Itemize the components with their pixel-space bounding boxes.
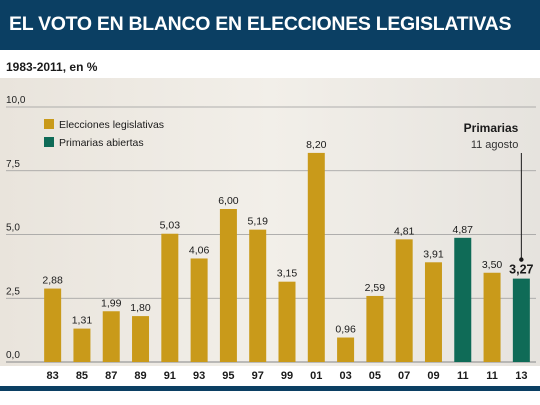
annotation-subtitle: 11 agosto bbox=[471, 139, 519, 151]
x-tick-label: 13 bbox=[515, 370, 527, 382]
x-tick-label: 83 bbox=[47, 370, 59, 382]
data-label: 6,00 bbox=[218, 195, 239, 207]
data-label: 4,81 bbox=[394, 225, 415, 237]
bar-legislativas bbox=[102, 311, 120, 362]
y-tick-label: 2,5 bbox=[6, 286, 20, 297]
annotation-dot bbox=[519, 257, 524, 262]
bar-legislativas bbox=[73, 328, 91, 362]
data-label: 1,80 bbox=[130, 302, 151, 314]
data-label: 1,99 bbox=[101, 297, 122, 309]
data-label: 0,96 bbox=[335, 324, 356, 336]
bar-legislativas bbox=[132, 316, 150, 362]
bar-primarias bbox=[512, 278, 530, 362]
bar-legislativas bbox=[278, 281, 296, 362]
y-tick-label: 0,0 bbox=[6, 350, 20, 361]
chart-subtitle: 1983-2011, en % bbox=[6, 60, 98, 74]
bar-legislativas bbox=[219, 209, 237, 362]
annotation-title: Primarias bbox=[464, 121, 519, 135]
x-tick-label: 05 bbox=[369, 370, 381, 382]
x-tick-label: 91 bbox=[164, 370, 176, 382]
bar-legislativas bbox=[161, 233, 179, 362]
bar-primarias bbox=[454, 237, 472, 362]
y-tick-label: 7,5 bbox=[6, 159, 20, 170]
x-tick-label: 03 bbox=[339, 370, 351, 382]
data-label: 3,27 bbox=[509, 263, 533, 277]
bar-legislativas bbox=[337, 337, 355, 362]
data-label: 1,31 bbox=[72, 315, 93, 327]
bottom-rule bbox=[0, 386, 540, 391]
data-label: 3,91 bbox=[423, 248, 444, 260]
legend-label-primarias: Primarias abiertas bbox=[59, 137, 144, 149]
y-tick-label: 10,0 bbox=[6, 95, 26, 106]
bar-legislativas bbox=[366, 295, 384, 362]
x-tick-label: 99 bbox=[281, 370, 293, 382]
data-label: 4,87 bbox=[453, 224, 474, 236]
x-axis-band bbox=[0, 366, 540, 382]
bar-legislativas bbox=[307, 152, 325, 362]
x-tick-label: 93 bbox=[193, 370, 205, 382]
chart-title: EL VOTO EN BLANCO EN ELECCIONES LEGISLAT… bbox=[9, 13, 512, 35]
data-label: 5,19 bbox=[247, 216, 268, 228]
x-tick-label: 01 bbox=[310, 370, 322, 382]
x-tick-label: 07 bbox=[398, 370, 410, 382]
data-label: 8,20 bbox=[306, 139, 327, 151]
data-label: 3,15 bbox=[277, 268, 298, 280]
x-tick-label: 97 bbox=[252, 370, 264, 382]
x-tick-label: 11 bbox=[457, 370, 469, 382]
bar-legislativas bbox=[424, 262, 442, 362]
data-label: 3,50 bbox=[482, 259, 503, 271]
legend-swatch-primarias bbox=[44, 137, 54, 147]
bar-legislativas bbox=[44, 288, 62, 362]
title-bar: EL VOTO EN BLANCO EN ELECCIONES LEGISLAT… bbox=[0, 0, 540, 50]
x-tick-label: 87 bbox=[105, 370, 117, 382]
data-label: 2,59 bbox=[365, 282, 386, 294]
x-tick-label: 89 bbox=[134, 370, 146, 382]
bar-legislativas bbox=[249, 229, 267, 362]
legend-swatch-legislativas bbox=[44, 119, 54, 129]
data-label: 5,03 bbox=[160, 220, 181, 232]
x-tick-label: 09 bbox=[427, 370, 439, 382]
y-tick-label: 5,0 bbox=[6, 223, 20, 234]
data-label: 2,88 bbox=[42, 275, 63, 287]
bar-legislativas bbox=[483, 272, 501, 362]
data-label: 4,06 bbox=[189, 244, 210, 256]
x-tick-label: 11 bbox=[486, 370, 498, 382]
x-tick-label: 85 bbox=[76, 370, 88, 382]
legend-label-legislativas: Elecciones legislativas bbox=[59, 119, 164, 131]
bar-legislativas bbox=[190, 258, 208, 362]
plot-background bbox=[0, 78, 540, 370]
bar-legislativas bbox=[395, 239, 413, 362]
x-tick-label: 95 bbox=[222, 370, 234, 382]
